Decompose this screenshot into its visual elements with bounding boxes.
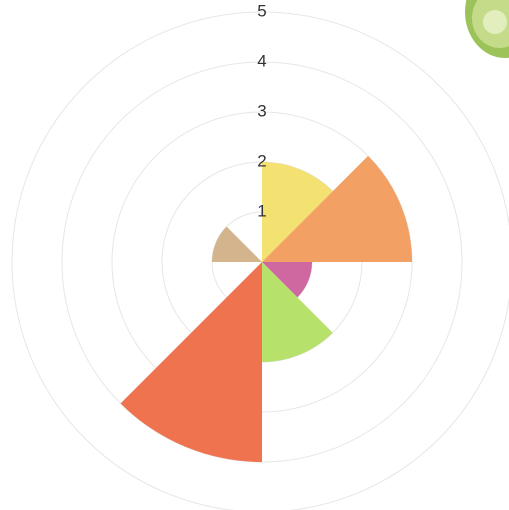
sector bbox=[121, 262, 262, 462]
r-tick-label: 3 bbox=[257, 101, 266, 120]
sector bbox=[212, 227, 262, 262]
chart: 1 2 3 4 5 bbox=[0, 0, 509, 510]
decoration bbox=[465, 0, 509, 58]
r-tick-label: 2 bbox=[257, 151, 266, 170]
r-tick-label: 1 bbox=[257, 201, 266, 220]
r-tick-label: 4 bbox=[257, 51, 266, 70]
r-tick-label: 5 bbox=[257, 1, 266, 20]
